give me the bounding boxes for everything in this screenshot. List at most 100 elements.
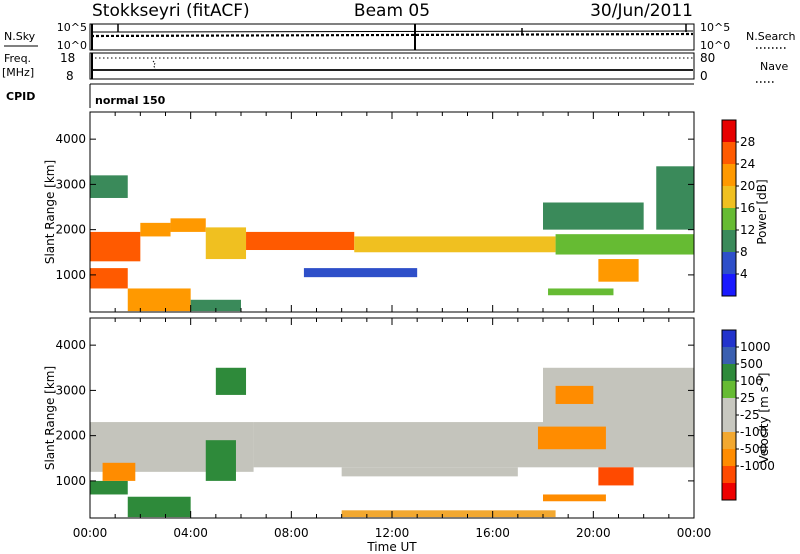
colorbar-tick-label: 20 — [740, 179, 755, 193]
x-axis-labels: 00:00 04:00 08:00 12:00 16:00 20:00 00:00 — [73, 526, 712, 540]
power-colorbar-label: Power [dB] — [755, 179, 769, 244]
velocity-frame — [89, 317, 695, 519]
colorbar-segment — [722, 398, 736, 415]
data-cell — [90, 268, 128, 289]
date-title: 30/Jun/2011 — [590, 1, 693, 21]
y-tick-label: 4000 — [55, 338, 86, 352]
power-panel: 1000 2000 3000 4000 Slant Range [km] 4 8 12 16… — [43, 111, 769, 313]
data-cell — [102, 462, 136, 481]
freq-panel: Freq. [MHz] 18 8 80 0 Nave — [2, 51, 788, 83]
y-tick-label: 1000 — [55, 268, 86, 282]
y-tick-label: 1000 — [55, 474, 86, 488]
velocity-x-ticks — [89, 318, 695, 518]
nsky-tick-high: 10^5 — [57, 21, 87, 34]
power-y-label: Slant Range [km] — [43, 160, 57, 264]
data-cell — [341, 510, 556, 518]
colorbar-tick-label: -1000 — [740, 459, 775, 473]
velocity-colorbar-label: Velocity [m s-1] — [756, 373, 771, 464]
colorbar-segment — [722, 364, 736, 381]
colorbar-tick-label: 8 — [740, 245, 748, 259]
velocity-panel: 1000 2000 3000 4000 Slant Range [km] 1000 50… — [43, 317, 775, 519]
colorbar-tick-label: 100 — [740, 374, 763, 388]
data-cell — [656, 166, 694, 230]
data-cell — [205, 440, 236, 481]
colorbar-tick-label: 25 — [740, 391, 755, 405]
colorbar-segment — [722, 120, 736, 142]
colorbar-tick-label: 12 — [740, 223, 755, 237]
cpid-mode: normal 150 — [95, 94, 166, 107]
freq-tick-low: 8 — [66, 69, 74, 83]
freq-frame — [89, 52, 695, 80]
freq-unit-label: [MHz] — [2, 66, 34, 79]
colorbar-tick-label: -25 — [740, 408, 760, 422]
colorbar-segment — [722, 347, 736, 364]
velocity-colorbar: 1000 500 100 25 -25 -100 -500 -1000 — [721, 329, 775, 501]
x-tick-label: 04:00 — [173, 526, 208, 540]
velocity-cells — [90, 367, 695, 518]
colorbar-segment — [722, 142, 736, 164]
colorbar-segment — [722, 274, 736, 296]
power-frame — [89, 111, 695, 313]
power-cells — [90, 166, 694, 312]
data-cell — [140, 222, 171, 237]
colorbar-segment — [722, 381, 736, 398]
data-cell — [543, 202, 644, 230]
power-colorbar: 4 8 12 16 20 24 28 — [721, 119, 755, 297]
data-cell — [90, 231, 141, 262]
colorbar-segment — [722, 483, 736, 500]
cpid-label: CPID — [6, 90, 35, 103]
colorbar-segment — [722, 432, 736, 449]
colorbar-tick-label: 4 — [740, 267, 748, 281]
data-cell — [537, 426, 606, 450]
cpid-panel: CPID normal 150 — [6, 83, 694, 108]
x-tick-label: 12:00 — [375, 526, 410, 540]
colorbar-tick-label: 16 — [740, 201, 755, 215]
colorbar-segment — [722, 208, 736, 230]
y-tick-label: 2000 — [55, 223, 86, 237]
data-cell — [555, 234, 694, 255]
velocity-y-label: Slant Range [km] — [43, 366, 57, 470]
colorbar-segment — [722, 330, 736, 347]
colorbar-segment — [722, 252, 736, 274]
data-cell — [598, 259, 639, 282]
data-cell — [598, 467, 634, 486]
y-tick-label: 4000 — [55, 132, 86, 146]
nsearch-tick-high: 10^5 — [700, 21, 730, 34]
velocity-y-axis: 1000 2000 3000 4000 — [55, 338, 694, 488]
data-cell — [127, 496, 191, 518]
data-cell — [543, 494, 606, 502]
nsky-panel: N.Sky 10^5 10^0 10^5 10^0 N.Search — [4, 21, 796, 52]
nave-tick-high: 80 — [700, 51, 715, 65]
x-tick-label: 08:00 — [274, 526, 309, 540]
nsearch-tick-low: 10^0 — [700, 39, 730, 52]
nsky-tick-low: 10^0 — [57, 39, 87, 52]
data-cell — [127, 288, 191, 312]
colorbar-segment — [722, 449, 736, 466]
colorbar-segment — [722, 186, 736, 208]
data-cell — [90, 480, 128, 495]
nsky-label: N.Sky — [4, 30, 36, 43]
colorbar-segment — [722, 164, 736, 186]
data-cell — [205, 227, 247, 260]
data-cell — [253, 422, 695, 468]
beam-title: Beam 05 — [354, 1, 430, 21]
colorbar-tick-label: -500 — [740, 442, 767, 456]
y-tick-label: 2000 — [55, 429, 86, 443]
colorbar-segment — [722, 415, 736, 432]
data-cell — [303, 268, 418, 278]
x-tick-label: 20:00 — [576, 526, 611, 540]
y-tick-label: 3000 — [55, 383, 86, 397]
data-cell — [90, 175, 128, 198]
x-axis-title: Time UT — [366, 540, 417, 554]
colorbar-tick-label: 1000 — [740, 340, 771, 354]
data-cell — [215, 367, 247, 395]
colorbar-tick-label: 28 — [740, 135, 755, 149]
nave-label: Nave — [760, 60, 788, 73]
colorbar-tick-label: 24 — [740, 157, 755, 171]
data-cell — [341, 467, 518, 477]
nave-tick-low: 0 — [700, 69, 708, 83]
colorbar-segment — [722, 466, 736, 483]
colorbar-tick-label: -100 — [740, 425, 767, 439]
freq-label: Freq. — [4, 52, 31, 65]
